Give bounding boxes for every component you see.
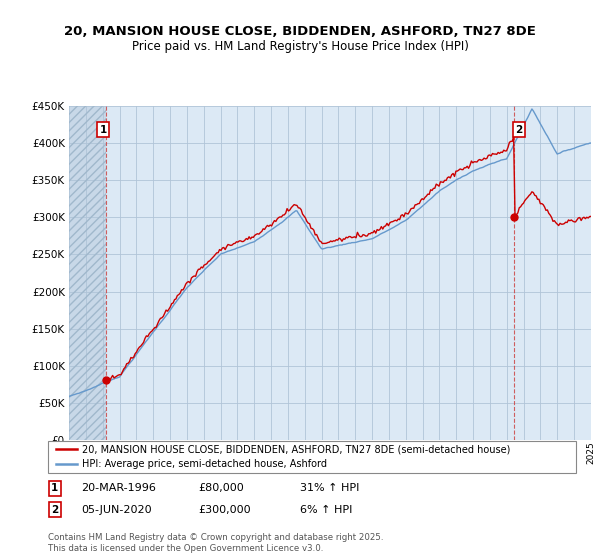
Text: 2: 2	[51, 505, 58, 515]
FancyBboxPatch shape	[48, 441, 576, 473]
Text: 1: 1	[100, 125, 107, 135]
Bar	[69, 106, 106, 440]
Text: Price paid vs. HM Land Registry's House Price Index (HPI): Price paid vs. HM Land Registry's House …	[131, 40, 469, 53]
Text: 20-MAR-1996: 20-MAR-1996	[81, 483, 156, 493]
Text: 20, MANSION HOUSE CLOSE, BIDDENDEN, ASHFORD, TN27 8DE (semi-detached house): 20, MANSION HOUSE CLOSE, BIDDENDEN, ASHF…	[82, 445, 511, 455]
Text: 6% ↑ HPI: 6% ↑ HPI	[300, 505, 352, 515]
Text: 2: 2	[515, 125, 523, 135]
Text: 05-JUN-2020: 05-JUN-2020	[81, 505, 152, 515]
Text: 31% ↑ HPI: 31% ↑ HPI	[300, 483, 359, 493]
Text: £300,000: £300,000	[198, 505, 251, 515]
Text: 20, MANSION HOUSE CLOSE, BIDDENDEN, ASHFORD, TN27 8DE: 20, MANSION HOUSE CLOSE, BIDDENDEN, ASHF…	[64, 25, 536, 38]
Text: HPI: Average price, semi-detached house, Ashford: HPI: Average price, semi-detached house,…	[82, 459, 328, 469]
Bar	[69, 106, 106, 440]
Text: 1: 1	[51, 483, 58, 493]
Text: Contains HM Land Registry data © Crown copyright and database right 2025.
This d: Contains HM Land Registry data © Crown c…	[48, 533, 383, 553]
Text: £80,000: £80,000	[198, 483, 244, 493]
